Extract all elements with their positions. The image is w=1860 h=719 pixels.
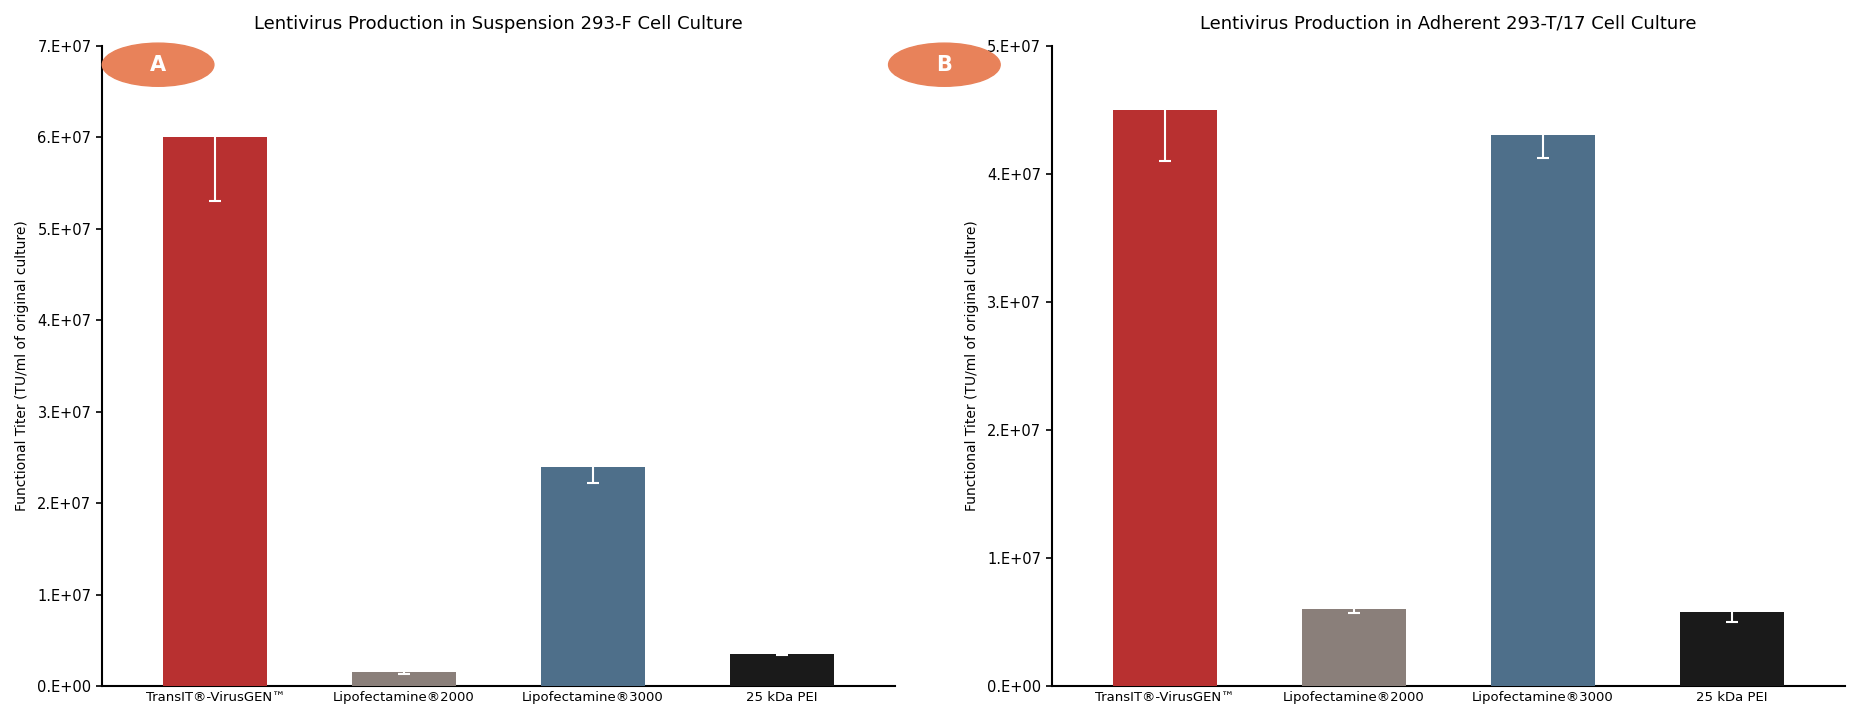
Text: B: B (936, 55, 952, 75)
Bar (164, 137, 268, 686)
Y-axis label: Functional Titer (TU/ml of original culture): Functional Titer (TU/ml of original cult… (965, 221, 978, 511)
Bar (1492, 135, 1594, 686)
Title: Lentivirus Production in Suspension 293-F Cell Culture: Lentivirus Production in Suspension 293-… (255, 15, 742, 33)
Y-axis label: Functional Titer (TU/ml of original culture): Functional Titer (TU/ml of original cult… (15, 221, 30, 511)
Bar (352, 672, 456, 686)
Bar (1680, 612, 1784, 686)
Title: Lentivirus Production in Adherent 293-T/17 Cell Culture: Lentivirus Production in Adherent 293-T/… (1200, 15, 1696, 33)
Bar (541, 467, 645, 686)
Text: A: A (151, 55, 166, 75)
Bar (729, 654, 833, 686)
Bar (1302, 609, 1406, 686)
Bar (1112, 110, 1216, 686)
